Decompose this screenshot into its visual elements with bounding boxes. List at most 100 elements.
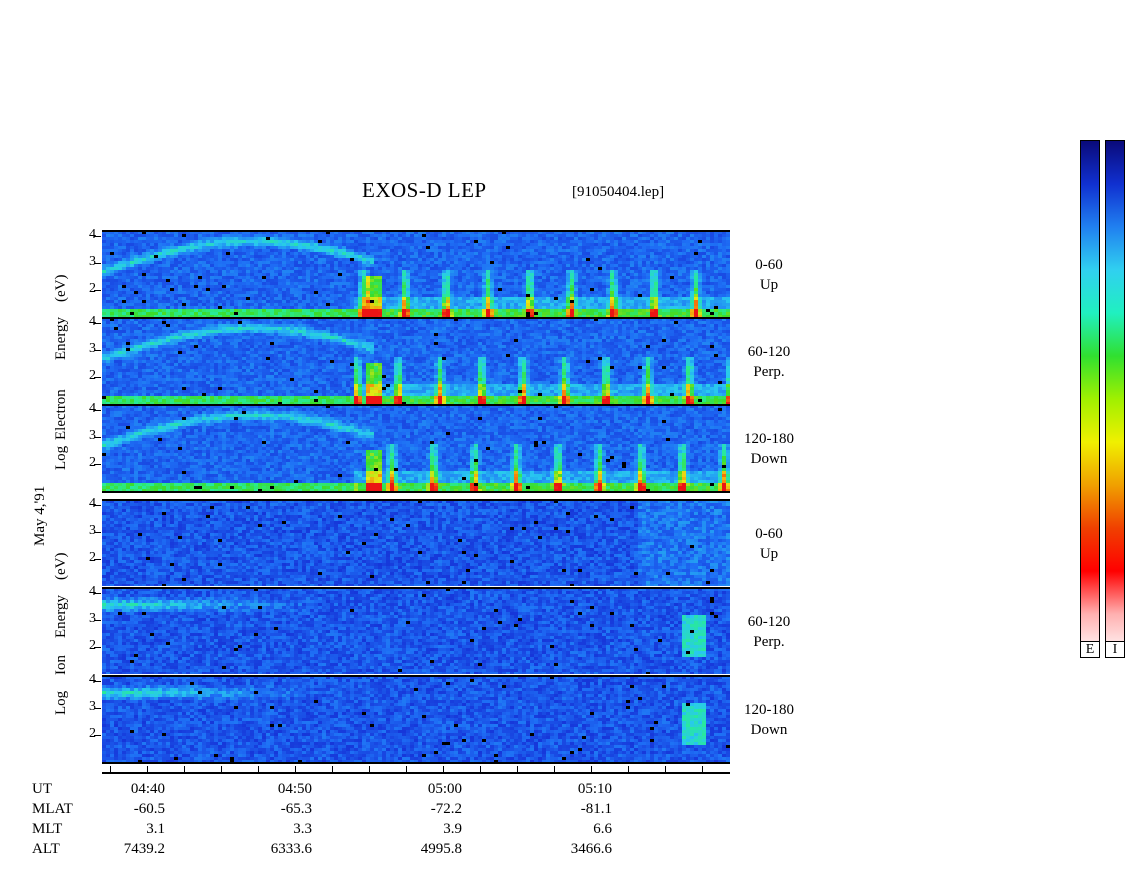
spectrogram-cell [402,312,406,315]
spectrogram-cell [150,231,154,234]
spectrogram-cell [158,270,162,273]
spectrogram-cell [106,279,110,282]
spectrogram-cell [150,339,154,342]
spectrogram-cell [334,288,338,291]
spectrogram-cell [174,267,178,270]
spectrogram-cell [298,261,302,264]
spectrogram-cell [622,279,626,282]
spectrogram-cell [450,279,454,282]
spectrogram-cell [590,273,594,276]
spectrogram-cell [270,282,274,285]
spectrogram-cell [138,237,142,240]
spectrogram-cell [194,255,198,258]
spectrogram-cell [406,291,410,294]
spectrogram-cell [354,240,358,243]
spectrogram-cell [154,309,158,312]
spectrogram-cell [546,309,550,312]
spectrogram-cell [178,234,182,237]
spectrogram-cell [330,285,334,288]
spectrogram-cell [686,279,690,282]
spectrogram-cell [150,318,154,321]
spectrogram-cell [122,384,126,387]
spectrogram-cell [566,258,570,261]
spectrogram-cell [426,267,430,270]
spectrogram-cell [710,264,714,267]
spectrogram-cell [118,378,122,381]
spectrogram-cell [502,237,506,240]
spectrogram-cell [562,240,566,243]
spectrogram-cell [570,276,574,279]
spectrogram-cell [662,231,666,234]
spectrogram-cell [170,234,174,237]
spectrogram-cell [142,378,146,381]
spectrogram-cell [262,312,266,315]
spectrogram-cell [390,291,394,294]
spectrogram-cell [182,276,186,279]
spectrogram-cell [162,276,166,279]
spectrogram-cell [586,309,590,312]
spectrogram-cell [230,282,234,285]
spectrogram-cell [254,276,258,279]
spectrogram-cell [554,303,558,306]
spectrogram-cell [362,312,366,315]
spectrogram-cell [106,249,110,252]
spectrogram-cell [522,309,526,312]
spectrogram-cell [638,282,642,285]
spectrogram-cell [398,258,402,261]
spectrogram-cell [482,300,486,303]
spectrogram-cell [250,288,254,291]
spectrogram-cell [570,240,574,243]
spectrogram-cell [118,309,122,312]
spectrogram-cell [102,270,106,273]
spectrogram-cell [442,276,446,279]
spectrogram-cell [126,372,130,375]
spectrogram-cell [530,294,534,297]
spectrogram-cell [274,285,278,288]
spectrogram-cell [554,270,558,273]
spectrogram-cell [338,240,342,243]
spectrogram-cell [594,249,598,252]
spectrogram-cell [594,309,598,312]
spectrogram-cell [634,282,638,285]
spectrogram-cell [214,267,218,270]
spectrogram-cell [686,267,690,270]
spectrogram-cell [426,261,430,264]
spectrogram-cell [250,303,254,306]
spectrogram-cell [382,306,386,309]
spectrogram-cell [266,231,270,234]
spectrogram-cell [450,261,454,264]
spectrogram-cell [134,300,138,303]
spectrogram-cell [662,240,666,243]
spectrogram-cell [290,231,294,234]
spectrogram-cell [714,312,718,315]
spectrogram-cell [146,273,150,276]
spectrogram-cell [194,282,198,285]
spectrogram-cell [194,285,198,288]
spectrogram-cell [362,237,366,240]
spectrogram-cell [130,378,134,381]
spectrogram-cell [294,252,298,255]
spectrogram-cell [526,267,530,270]
spectrogram-cell [690,312,694,315]
spectrogram-cell [242,288,246,291]
spectrogram-cell [650,273,654,276]
spectrogram-cell [502,297,506,300]
spectrogram-cell [466,288,470,291]
spectrogram-cell [206,261,210,264]
spectrogram-cell [522,249,526,252]
spectrogram-cell [726,297,730,300]
spectrogram-cell [282,294,286,297]
spectrogram-cell [702,294,706,297]
spectrogram-cell [266,246,270,249]
spectrogram-cell [118,363,122,366]
spectrogram-cell [142,366,146,369]
spectrogram-cell [558,267,562,270]
spectrogram-cell [418,252,422,255]
spectrogram-cell [170,309,174,312]
spectrogram-image [102,231,730,317]
spectrogram-cell [146,354,150,357]
spectrogram-cell [454,288,458,291]
spectrogram-cell [274,312,278,315]
spectrogram-cell [238,288,242,291]
spectrogram-cell [618,273,622,276]
